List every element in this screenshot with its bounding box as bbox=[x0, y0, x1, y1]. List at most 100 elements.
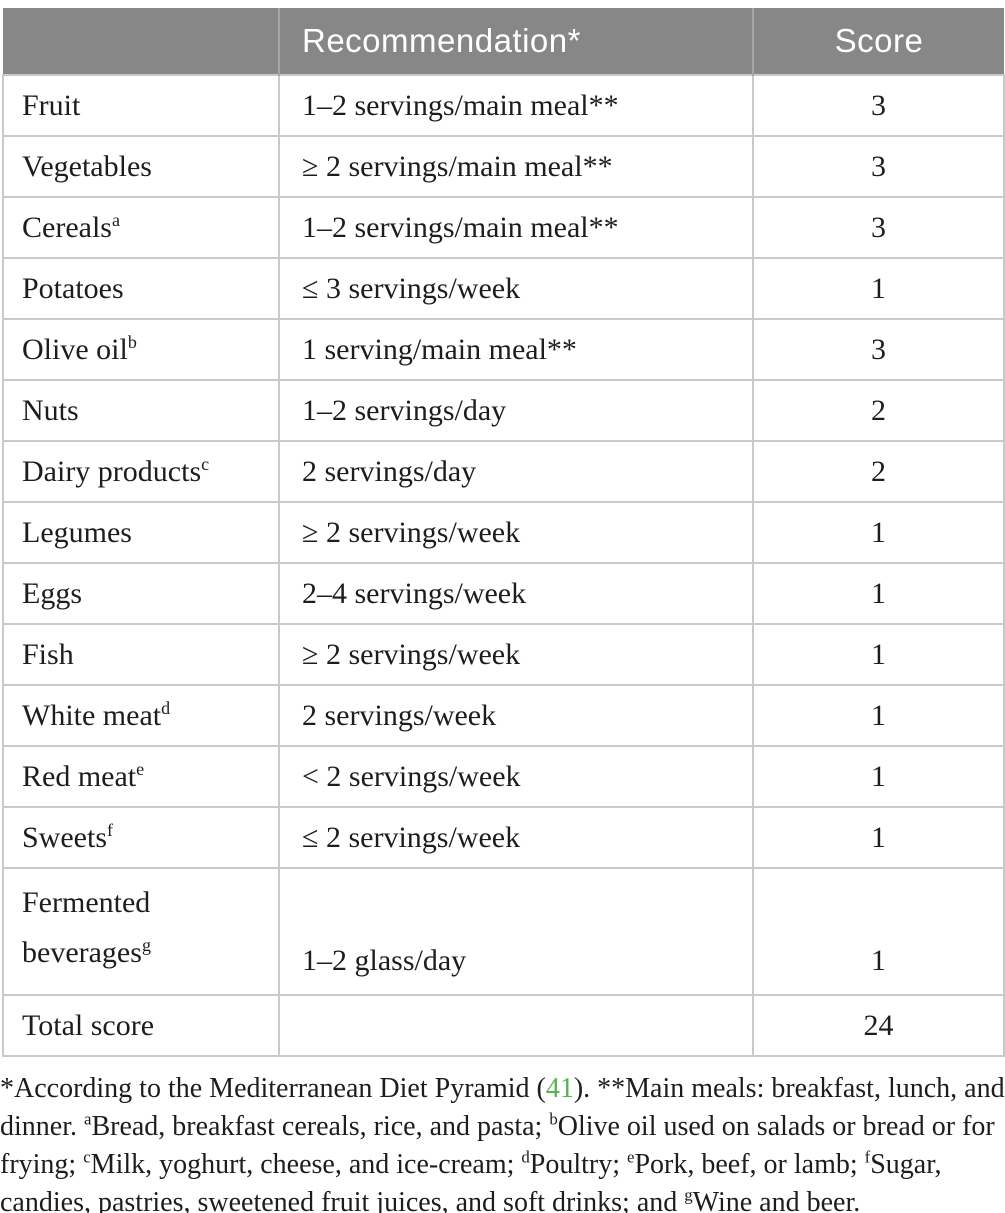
score-cell: 1 bbox=[752, 501, 1005, 564]
recommendation-cell: 1–2 glass/day bbox=[278, 867, 754, 996]
table-row: Dairy productsc 2 servings/day 2 bbox=[2, 440, 1005, 503]
table-row: Potatoes ≤ 3 servings/week 1 bbox=[2, 257, 1005, 320]
score-cell: 2 bbox=[752, 379, 1005, 442]
category-label: Red meate bbox=[22, 758, 145, 793]
recommendation-cell: 2 servings/week bbox=[278, 684, 754, 747]
table-row: Legumes ≥ 2 servings/week 1 bbox=[2, 501, 1005, 564]
table-row: Fish ≥ 2 servings/week 1 bbox=[2, 623, 1005, 686]
recommendation-cell: ≤ 3 servings/week bbox=[278, 257, 754, 320]
table-row: Cerealsa 1–2 servings/main meal** 3 bbox=[2, 196, 1005, 259]
category-label: Nuts bbox=[22, 393, 79, 427]
category-cell: Legumes bbox=[2, 501, 280, 564]
category-label: Sweetsf bbox=[22, 819, 113, 854]
table-row: Olive oilb 1 serving/main meal** 3 bbox=[2, 318, 1005, 381]
footnote-text: *According to the Mediterranean Diet Pyr… bbox=[0, 1073, 546, 1104]
category-cell: Cerealsa bbox=[2, 196, 280, 259]
footnote-marker: d bbox=[161, 697, 171, 718]
recommendation-cell: 1 serving/main meal** bbox=[278, 318, 754, 381]
score-cell: 1 bbox=[752, 623, 1005, 686]
footnote-text: ). **Main meals: breakfast, lunch, and d… bbox=[0, 1073, 1005, 1142]
category-label: Vegetables bbox=[22, 149, 152, 183]
footnote-text: Milk, yoghurt, cheese, and ice-cream; bbox=[90, 1149, 522, 1180]
category-cell: Vegetables bbox=[2, 135, 280, 198]
category-cell: Fermented beveragesg bbox=[2, 867, 280, 996]
score-cell: 2 bbox=[752, 440, 1005, 503]
footnote-text: Poultry; bbox=[529, 1149, 628, 1180]
recommendation-cell: 2–4 servings/week bbox=[278, 562, 754, 625]
footnote-text: Pork, beef, or lamb; bbox=[634, 1149, 865, 1180]
category-label: Olive oilb bbox=[22, 331, 137, 366]
recommendation-cell: 1–2 servings/day bbox=[278, 379, 754, 442]
footnote-text: Olive oil used on salads or bread or for… bbox=[0, 1111, 995, 1180]
score-cell: 1 bbox=[752, 562, 1005, 625]
category-cell: Red meate bbox=[2, 745, 280, 808]
footnote-marker: a bbox=[84, 1109, 92, 1129]
table-header-row: Recommendation* Score bbox=[3, 8, 1004, 75]
category-cell: Fruit bbox=[2, 74, 280, 137]
category-cell: Potatoes bbox=[2, 257, 280, 320]
table-row: Sweetsf ≤ 2 servings/week 1 bbox=[2, 806, 1005, 869]
category-label: beveragesg bbox=[22, 935, 151, 969]
footnote-marker: f bbox=[107, 819, 113, 840]
footnote-marker: b bbox=[127, 331, 137, 352]
score-cell: 3 bbox=[752, 318, 1005, 381]
table-row: Fermented beveragesg 1–2 glass/day 1 bbox=[2, 867, 1005, 996]
table-row: Eggs 2–4 servings/week 1 bbox=[2, 562, 1005, 625]
footnote-marker: d bbox=[521, 1147, 530, 1167]
footnote: *According to the Mediterranean Diet Pyr… bbox=[0, 1070, 1005, 1213]
footnote-marker: g bbox=[684, 1185, 693, 1205]
table-row: Nuts 1–2 servings/day 2 bbox=[2, 379, 1005, 442]
citation-link[interactable]: 41 bbox=[545, 1073, 574, 1104]
footnote-marker: g bbox=[141, 935, 151, 955]
category-cell: Nuts bbox=[2, 379, 280, 442]
footnote-marker: c bbox=[83, 1147, 91, 1167]
page: Recommendation* Score Fruit 1–2 servings/… bbox=[0, 8, 1005, 1213]
table-row: Red meate < 2 servings/week 1 bbox=[2, 745, 1005, 808]
category-cell: White meatd bbox=[2, 684, 280, 747]
category-label: Potatoes bbox=[22, 271, 124, 305]
recommendation-cell: 2 servings/day bbox=[278, 440, 754, 503]
score-cell: 3 bbox=[752, 135, 1005, 198]
score-cell: 1 bbox=[752, 867, 1005, 996]
category-cell: Fish bbox=[2, 623, 280, 686]
table-row: Total score 24 bbox=[2, 994, 1005, 1057]
med-diet-score-table: Recommendation* Score Fruit 1–2 servings/… bbox=[2, 8, 1005, 1057]
recommendation-cell: ≥ 2 servings/main meal** bbox=[278, 135, 754, 198]
category-label: Fish bbox=[22, 637, 74, 671]
header-cell-recommendation: Recommendation* bbox=[278, 8, 753, 75]
footnote-marker: c bbox=[201, 453, 210, 474]
category-label: White meatd bbox=[22, 697, 171, 732]
recommendation-cell: 1–2 servings/main meal** bbox=[278, 196, 754, 259]
score-cell: 1 bbox=[752, 745, 1005, 808]
header-cell-empty bbox=[3, 8, 279, 75]
table-body: Fruit 1–2 servings/main meal** 3 Vegetables… bbox=[2, 74, 1005, 1057]
table-row: Fruit 1–2 servings/main meal** 3 bbox=[2, 74, 1005, 137]
category-cell: Dairy productsc bbox=[2, 440, 280, 503]
table-row: White meatd 2 servings/week 1 bbox=[2, 684, 1005, 747]
category-label: Fruit bbox=[22, 88, 81, 122]
recommendation-cell: < 2 servings/week bbox=[278, 745, 754, 808]
table-row: Vegetables ≥ 2 servings/main meal** 3 bbox=[2, 135, 1005, 198]
footnote-marker: f bbox=[864, 1147, 871, 1167]
score-cell: 3 bbox=[752, 196, 1005, 259]
category-label: Fermented bbox=[22, 886, 151, 919]
recommendation-cell: ≥ 2 servings/week bbox=[278, 501, 754, 564]
category-label: Dairy productsc bbox=[22, 453, 210, 488]
footnote-text: Wine and beer. bbox=[692, 1187, 861, 1213]
category-cell: Total score bbox=[2, 994, 280, 1057]
recommendation-cell bbox=[278, 994, 754, 1057]
score-cell: 1 bbox=[752, 684, 1005, 747]
recommendation-cell: ≤ 2 servings/week bbox=[278, 806, 754, 869]
category-cell: Sweetsf bbox=[2, 806, 280, 869]
category-label: Total score bbox=[22, 1008, 155, 1042]
score-cell: 24 bbox=[752, 994, 1005, 1057]
footnote-marker: b bbox=[549, 1109, 558, 1129]
footnote-marker: e bbox=[627, 1147, 635, 1167]
category-label: Legumes bbox=[22, 515, 132, 549]
footnote-text: Sugar, candies, pastries, sweetened frui… bbox=[0, 1149, 942, 1213]
footnote-marker: e bbox=[136, 758, 145, 779]
score-cell: 1 bbox=[752, 806, 1005, 869]
recommendation-cell: 1–2 servings/main meal** bbox=[278, 74, 754, 137]
category-label: Eggs bbox=[22, 576, 82, 610]
footnote-marker: a bbox=[111, 209, 120, 230]
